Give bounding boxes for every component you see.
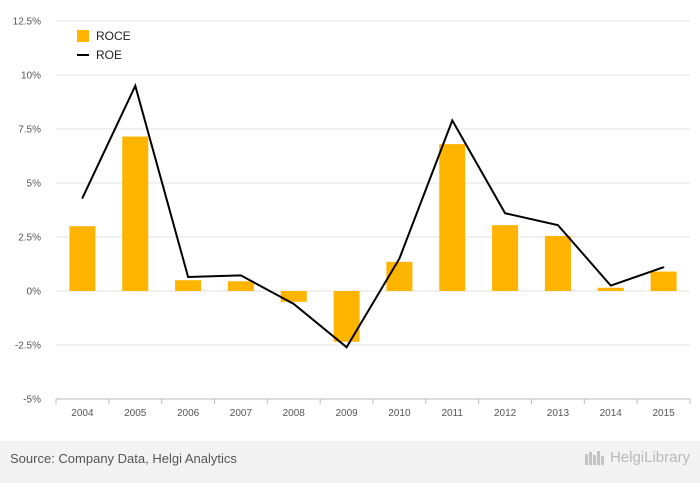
roce-bar xyxy=(439,144,466,291)
legend-label-roe: ROE xyxy=(96,48,122,62)
roce-bar xyxy=(227,281,254,291)
brand-logo: HelgiLibrary xyxy=(584,449,690,466)
x-tick-label: 2014 xyxy=(600,408,623,419)
roe-point xyxy=(345,346,348,348)
x-tick-label: 2012 xyxy=(494,408,517,419)
y-tick-label: -5% xyxy=(23,395,41,406)
x-tick-label: 2009 xyxy=(335,408,358,419)
x-tick-label: 2015 xyxy=(652,408,675,419)
y-tick-label: 0% xyxy=(27,287,42,298)
y-tick-label: 12.5% xyxy=(13,17,41,28)
x-tick-label: 2010 xyxy=(388,408,411,419)
x-tick-label: 2004 xyxy=(71,408,94,419)
brand-name: HelgiLibrary xyxy=(609,449,690,466)
roe-point xyxy=(398,257,401,260)
roe-point xyxy=(240,274,242,277)
roe-point xyxy=(504,212,506,215)
roe-line xyxy=(81,82,665,349)
y-tick-label: 7.5% xyxy=(18,125,41,136)
roce-bar xyxy=(650,271,677,291)
roe-point xyxy=(557,224,559,226)
roce-bar xyxy=(122,136,149,291)
source-text: Source: Company Data, Helgi Analytics xyxy=(10,451,237,466)
roe-point xyxy=(609,284,612,287)
roce-bars xyxy=(69,136,677,342)
y-tick-label: -2.5% xyxy=(15,341,41,352)
x-tick-label: 2007 xyxy=(230,408,253,419)
x-axis: 2004 2005 2006 2007 2008 2009 2010 2011 2012 2013… xyxy=(55,398,691,419)
x-tick-label: 2013 xyxy=(547,408,570,419)
legend: ROCE ROE xyxy=(77,29,131,62)
roce-bar xyxy=(597,287,624,291)
library-icon xyxy=(584,450,604,465)
roe-series-line xyxy=(81,82,664,349)
roe-point xyxy=(662,266,665,269)
x-tick-label: 2008 xyxy=(283,408,306,419)
roce-bar xyxy=(69,226,96,291)
roce-bar xyxy=(544,235,571,291)
roce-bar xyxy=(175,280,202,291)
legend-label-roce: ROCE xyxy=(96,29,131,43)
roce-bar xyxy=(386,261,413,291)
y-axis: -5% -2.5% 0% 2.5% 5% 7.5% 10% 12.5% xyxy=(13,17,41,406)
y-tick-label: 10% xyxy=(21,71,41,82)
x-tick-label: 2005 xyxy=(124,408,147,419)
x-tick-label: 2006 xyxy=(177,408,200,419)
legend-swatch-roce xyxy=(77,30,89,42)
roe-point xyxy=(451,119,454,122)
roce-bar xyxy=(333,291,360,342)
roe-point xyxy=(187,276,189,278)
roce-bar xyxy=(492,225,519,291)
roce-bar xyxy=(280,291,307,302)
x-tick-label: 2011 xyxy=(441,408,463,419)
roe-point xyxy=(134,85,137,87)
y-tick-label: 5% xyxy=(27,179,42,190)
roe-point xyxy=(292,303,295,305)
roe-point xyxy=(81,197,84,199)
grid-lines xyxy=(56,20,690,400)
footer: Source: Company Data, Helgi Analytics He… xyxy=(0,441,700,483)
y-tick-label: 2.5% xyxy=(18,233,41,244)
chart: -5%-2.5%0%2.5%5%7.5%10%12.5% 2004 2005 200… xyxy=(13,17,691,419)
